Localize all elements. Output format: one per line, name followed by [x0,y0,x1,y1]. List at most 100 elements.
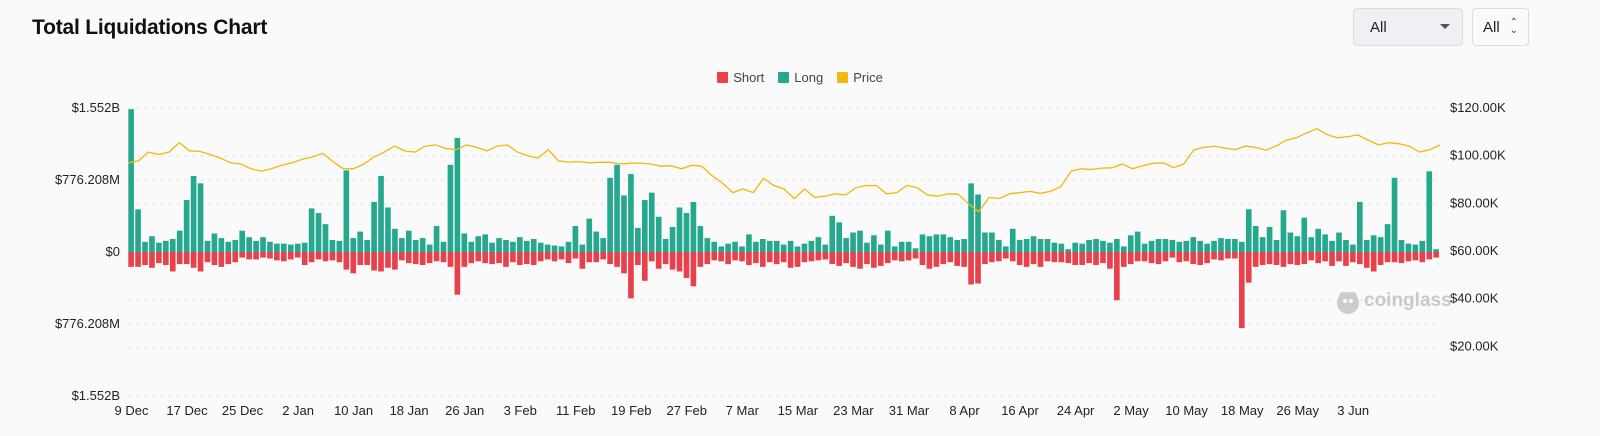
short-bar [218,252,225,267]
short-bar [503,252,509,267]
long-bar [1370,235,1377,252]
short-bar [912,252,919,259]
short-bar [1419,252,1426,263]
x-tick-label: 17 Dec [166,403,208,418]
short-bar [260,252,266,258]
long-bar [1030,236,1037,252]
short-bar [343,252,350,270]
long-bar [565,241,572,252]
short-bar [1162,252,1169,262]
short-bar [385,252,391,268]
long-bar [1322,234,1328,252]
short-bar [766,252,773,263]
range-select-value: All [1370,18,1387,36]
long-bar [878,244,884,252]
long-bar [843,238,849,252]
long-bar [510,241,516,252]
long-bar [1155,239,1162,252]
long-bar [142,241,148,252]
long-bar [1350,244,1356,252]
long-bar [628,174,634,252]
short-bar [1211,252,1217,260]
long-bar [1183,240,1190,252]
short-bar [225,252,232,265]
legend-item-short[interactable]: Short [717,70,764,85]
long-bar [1357,201,1363,252]
long-bar [1343,239,1349,252]
long-bar [1086,239,1092,252]
long-bar [732,241,738,252]
long-bar [975,194,981,252]
short-bar [1141,252,1148,262]
long-bar [829,215,836,252]
long-bar [898,241,905,252]
short-bar [211,252,218,265]
short-bar [475,252,482,262]
short-bar [315,252,322,260]
long-bar [190,175,197,252]
price-line [127,127,1441,213]
long-bar [1301,217,1308,252]
long-bar [357,231,364,252]
short-bar [1370,252,1377,272]
long-bar [697,226,704,252]
long-bar [635,227,641,252]
long-bar [954,239,961,252]
long-bar [517,237,523,252]
x-tick-label: 31 Mar [889,403,930,418]
long-bar [1044,239,1051,252]
long-bar [884,230,891,252]
short-bar [1350,252,1356,263]
long-bar [1009,228,1016,252]
legend-label-price: Price [853,70,883,85]
range-select[interactable]: All [1353,8,1463,46]
y-left-tick-label: $1.552B [72,388,120,403]
long-bar [544,244,551,252]
short-bar [1030,252,1037,265]
short-bar [1100,252,1106,264]
short-bar [996,252,1002,262]
short-bar [1037,252,1044,267]
long-bar [315,213,322,252]
short-bar [690,252,697,287]
long-bar [711,241,718,252]
long-bar [600,238,606,252]
short-bar [142,252,148,265]
short-bar [537,252,544,262]
long-bar [1252,226,1259,252]
long-bar [322,224,329,252]
long-bar [364,239,370,252]
long-bar [1176,241,1183,252]
short-bar [301,252,308,265]
short-bar [1384,252,1391,263]
long-bar [454,137,461,252]
long-bar [648,192,655,252]
legend-item-long[interactable]: Long [778,70,823,85]
short-bar [1197,252,1203,265]
long-bar [1079,243,1085,252]
long-bar [1412,244,1419,252]
short-bar [1336,252,1342,262]
long-bar [412,239,419,252]
legend-label-short: Short [733,70,765,85]
short-bar [1009,252,1016,262]
long-bar [808,240,815,252]
short-bar [600,252,606,260]
short-bar [697,252,704,267]
short-bar [579,252,586,269]
short-bar [1169,252,1176,258]
long-bar [260,237,266,252]
long-bar [482,234,488,252]
coin-select[interactable]: All ⌃ ⌄ [1472,8,1529,46]
short-bar [308,252,315,263]
short-bar [1148,252,1155,264]
long-bar [204,240,211,252]
long-bar [156,242,162,252]
long-bar [1363,239,1370,252]
x-tick-label: 10 May [1165,403,1208,418]
short-bar [718,252,724,262]
legend-item-price[interactable]: Price [837,70,883,85]
long-bar [176,230,183,252]
long-bar [801,243,808,252]
short-bar [1065,252,1072,264]
